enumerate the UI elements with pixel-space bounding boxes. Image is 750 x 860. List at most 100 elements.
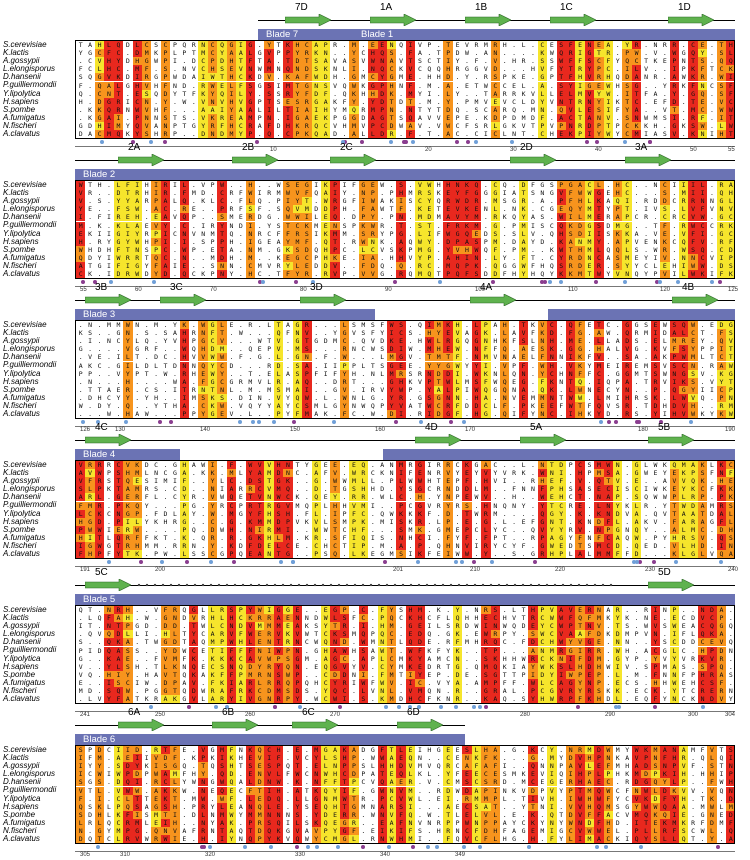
conservation-dot bbox=[632, 560, 636, 565]
species-name: N.fischeri bbox=[3, 825, 37, 835]
conservation-dots bbox=[75, 560, 735, 565]
ruler-tick: 330 bbox=[295, 852, 306, 859]
conservation-dot bbox=[472, 560, 476, 565]
position-ruler: 191 200 201 210 220 230 240 bbox=[75, 566, 739, 575]
ruler-tick: 230 bbox=[645, 567, 656, 574]
species-name: A.gossypii bbox=[3, 196, 40, 206]
ruler-tick: 240 bbox=[728, 567, 739, 574]
conservation-dot bbox=[225, 705, 229, 710]
strand-label: 1D bbox=[678, 2, 691, 13]
conservation-dot bbox=[209, 560, 213, 565]
ruler-tick: 140 bbox=[200, 427, 211, 434]
conservation-dot bbox=[292, 420, 296, 425]
conservation-dot bbox=[652, 560, 656, 565]
conservation-dot bbox=[389, 140, 393, 145]
ruler-tick: 40 bbox=[595, 147, 602, 154]
species-name: A.gossypii bbox=[3, 476, 40, 486]
conservation-dot bbox=[604, 845, 608, 850]
conservation-dot bbox=[96, 420, 100, 425]
blade-bar: Blade 2 bbox=[75, 169, 735, 180]
conservation-dot bbox=[397, 705, 401, 710]
species-name: N.fischeri bbox=[3, 400, 37, 410]
beta-strand-arrow bbox=[85, 579, 131, 591]
conservation-dot bbox=[689, 420, 693, 425]
conservation-dot bbox=[272, 420, 276, 425]
conservation-dot bbox=[466, 140, 470, 145]
conservation-dot bbox=[336, 845, 340, 850]
beta-strand-arrow bbox=[292, 719, 338, 731]
conservation-dot bbox=[543, 280, 547, 285]
conservation-dot bbox=[449, 420, 453, 425]
species-name: D.hansenii bbox=[3, 492, 41, 502]
blade-bar bbox=[548, 309, 735, 320]
ruler-tick: 320 bbox=[205, 852, 216, 859]
conservation-dot bbox=[360, 140, 364, 145]
conservation-dot bbox=[490, 560, 494, 565]
conservation-dot bbox=[653, 705, 657, 710]
species-name: H.sapiens bbox=[3, 661, 39, 671]
conservation-dot bbox=[614, 705, 618, 710]
position-ruler: 241 250 260 270 280 290 300 304 bbox=[75, 711, 735, 720]
species-names: S.cerevisiae K.lactis A.gossypii L.elongisp… bbox=[3, 605, 56, 703]
conservation-dot bbox=[527, 845, 531, 850]
blade-bar: Blade 1 bbox=[353, 29, 735, 40]
conservation-dot bbox=[163, 140, 167, 145]
species-name: A.clavatus bbox=[3, 269, 40, 279]
alignment-panel-6: 6A 6B 6C 6D Blade 6 S.cerevisiae K.lactis A.gos… bbox=[0, 705, 750, 858]
conservation-dot bbox=[439, 705, 443, 710]
beta-strand-arrow bbox=[232, 154, 278, 166]
ruler-tick: 180 bbox=[638, 427, 649, 434]
species-name: Y.lipolytica bbox=[3, 508, 41, 518]
species-name: K.lactis bbox=[3, 468, 29, 478]
conservation-dot bbox=[648, 140, 652, 145]
conservation-dot bbox=[124, 420, 128, 425]
ruler-tick: 160 bbox=[375, 427, 386, 434]
species-name: K.lactis bbox=[3, 188, 29, 198]
conservation-dot bbox=[719, 560, 723, 565]
strand-label: 6A bbox=[128, 707, 141, 718]
beta-strand-arrow bbox=[648, 434, 694, 446]
species-name: N.fischeri bbox=[3, 685, 37, 695]
beta-strand-arrow bbox=[85, 294, 131, 306]
strand-label: 5C bbox=[95, 567, 108, 578]
strand-label: 2A bbox=[128, 142, 141, 153]
species-name: S.cerevisiae bbox=[3, 180, 47, 189]
conservation-dot bbox=[291, 560, 295, 565]
conservation-dot bbox=[510, 140, 514, 145]
species-name: Y.lipolytica bbox=[3, 653, 41, 663]
conservation-dots bbox=[75, 140, 735, 145]
beta-strand-arrow bbox=[672, 294, 718, 306]
alignment-panel-4: 4C 4D 5A 5B Blade 4 S.cerevisiae K.lactis A.gos… bbox=[0, 420, 750, 573]
conservation-dot bbox=[635, 560, 639, 565]
species-name: K.lactis bbox=[3, 753, 29, 763]
ruler-tick: 290 bbox=[605, 712, 616, 719]
species-name: A.fumigatus bbox=[3, 392, 46, 402]
strand-label: 1A bbox=[380, 2, 393, 13]
conservation-dot bbox=[716, 845, 720, 850]
conservation-dots bbox=[75, 845, 735, 850]
species-names: S.cerevisiae K.lactis A.gossypii L.elongisp… bbox=[3, 320, 56, 418]
conservation-dot bbox=[343, 140, 347, 145]
